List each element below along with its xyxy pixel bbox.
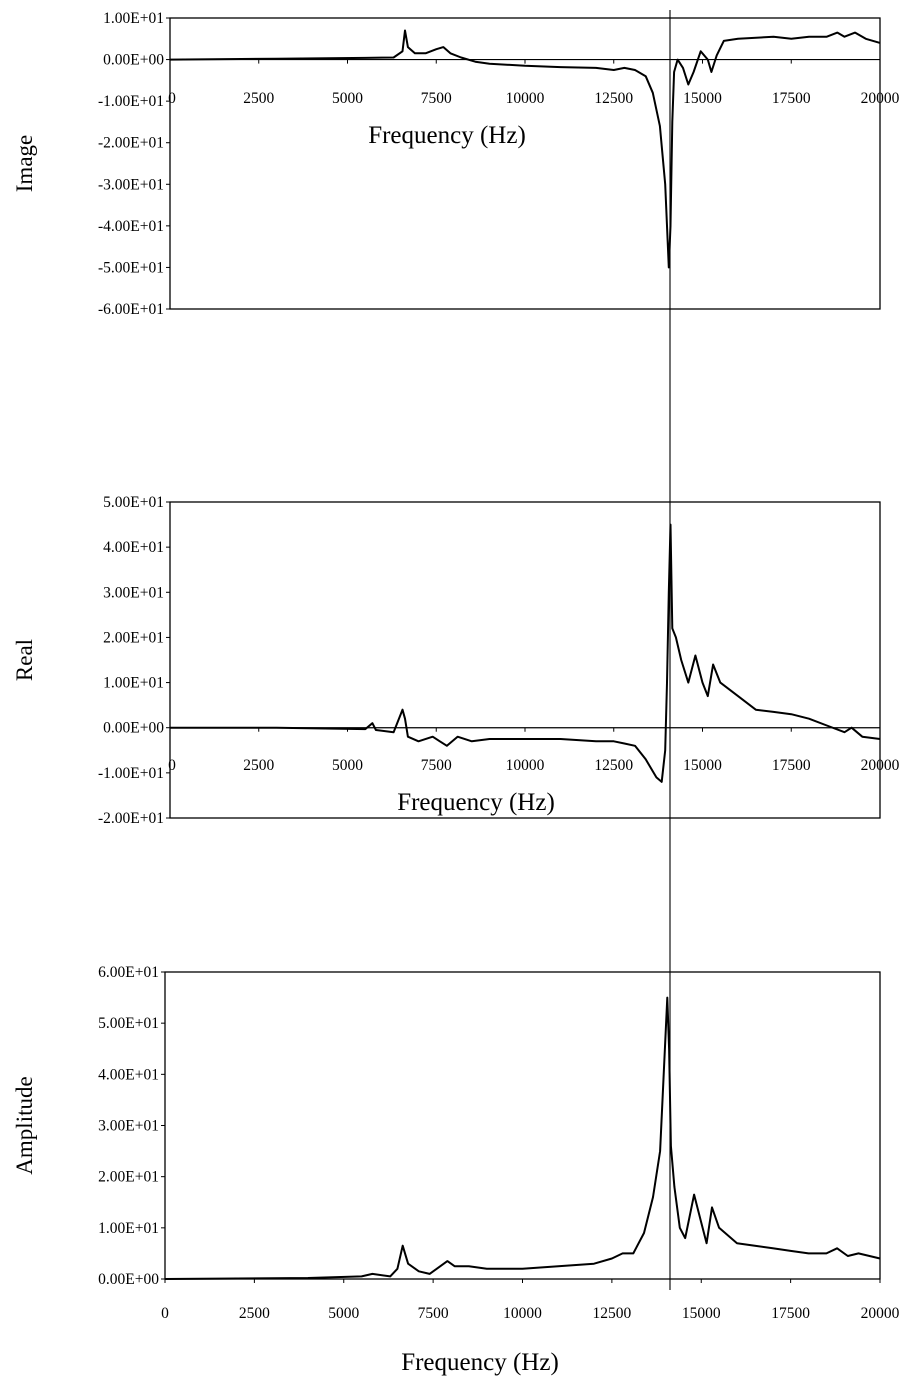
y-tick-label: -4.00E+01 [98, 218, 164, 235]
x-tick-label: 0 [168, 90, 176, 107]
y-tick-label: 0.00E+00 [98, 1271, 159, 1288]
x-tick-label: 12500 [594, 90, 633, 107]
y-axis-title: Real [12, 639, 37, 681]
panel-real: 5.00E+01 4.00E+01 3.00E+01 2.00E+01 1.00E+01… [12, 494, 900, 827]
y-tick-label: 1.00E+01 [103, 10, 164, 27]
x-tick-label: 7500 [421, 90, 452, 107]
y-tick-label: 3.00E+01 [103, 584, 164, 601]
x-tick-label: 17500 [772, 90, 811, 107]
x-tick-label: 20000 [861, 90, 900, 107]
x-tick-label: 15000 [683, 90, 722, 107]
x-tick-label: 15000 [682, 1305, 721, 1322]
x-tick-label: 12500 [594, 757, 633, 774]
x-tick-label: 0 [161, 1305, 169, 1322]
y-tick-label: 2.00E+01 [98, 1169, 159, 1186]
x-tick-label: 5000 [332, 90, 363, 107]
plot-frame [169, 501, 881, 819]
x-tick-label: 12500 [593, 1305, 632, 1322]
y-tick-label: 5.00E+01 [103, 494, 164, 511]
y-tick-label: 4.00E+01 [98, 1066, 159, 1083]
y-tick-label: 0.00E+00 [103, 720, 164, 737]
x-axis-title: Frequency (Hz) [401, 1349, 559, 1376]
y-tick-label: 3.00E+01 [98, 1118, 159, 1135]
y-tick-label: 5.00E+01 [98, 1015, 159, 1032]
x-tick-label: 17500 [772, 757, 811, 774]
y-axis-title: Image [12, 135, 37, 192]
x-tick-label: 10000 [503, 1305, 542, 1322]
panel-image: 1.00E+01 0.00E+00 -1.00E+01 -2.00E+01 -3.00E… [12, 10, 900, 318]
y-tick-label: -2.00E+01 [98, 810, 164, 827]
y-tick-label: 1.00E+01 [103, 675, 164, 692]
x-tick-label: 7500 [418, 1305, 449, 1322]
y-axis-title: Amplitude [12, 1076, 37, 1174]
plot-frame [164, 971, 881, 1280]
x-tick-label: 2500 [239, 1305, 270, 1322]
x-tick-label: 10000 [506, 90, 545, 107]
x-tick-label: 2500 [243, 757, 274, 774]
y-tick-label: 0.00E+00 [103, 52, 164, 69]
y-tick-label: -6.00E+01 [98, 301, 164, 318]
x-axis-title: Frequency (Hz) [397, 789, 555, 816]
x-tick-label: 7500 [421, 757, 452, 774]
plot-frame [169, 17, 881, 310]
x-tick-label: 10000 [506, 757, 545, 774]
x-tick-label: 5000 [328, 1305, 359, 1322]
series-line-amplitude [164, 996, 881, 1280]
x-tick-label: 17500 [771, 1305, 810, 1322]
series-line-real [170, 523, 881, 783]
y-tick-label: -2.00E+01 [98, 135, 164, 152]
y-tick-label: 2.00E+01 [103, 629, 164, 646]
y-tick-label: 4.00E+01 [103, 539, 164, 556]
y-tick-label: -3.00E+01 [98, 176, 164, 193]
y-tick-label: 6.00E+01 [98, 964, 159, 981]
series-line-image [169, 29, 881, 269]
x-tick-label: 0 [168, 757, 176, 774]
x-axis-title: Frequency (Hz) [368, 122, 526, 149]
panel-amplitude: 6.00E+01 5.00E+01 4.00E+01 3.00E+01 2.00E+01… [12, 964, 900, 1376]
x-tick-label: 20000 [861, 757, 900, 774]
y-tick-label: -1.00E+01 [98, 93, 164, 110]
x-tick-label: 2500 [243, 90, 274, 107]
x-tick-label: 20000 [861, 1305, 900, 1322]
x-tick-label: 5000 [332, 757, 363, 774]
x-tick-label: 15000 [683, 757, 722, 774]
y-tick-label: -1.00E+01 [98, 765, 164, 782]
y-tick-label: -5.00E+01 [98, 259, 164, 276]
y-tick-label: 1.00E+01 [98, 1220, 159, 1237]
